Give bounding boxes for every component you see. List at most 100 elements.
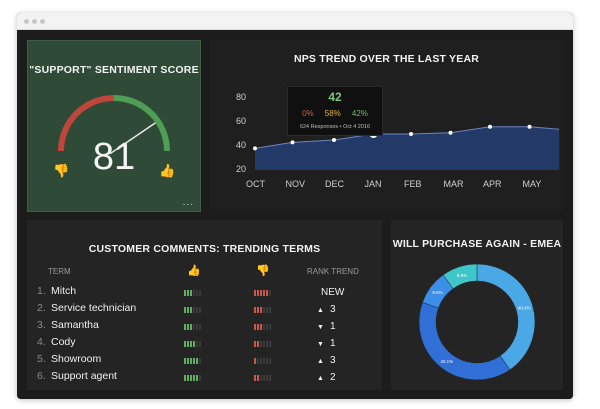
sentiment-bar-segment: [190, 290, 192, 296]
term-row[interactable]: 3. Samantha ▼ 1: [27, 319, 382, 336]
sentiment-bar-segment: [196, 375, 198, 381]
sentiment-panel[interactable]: "SUPPORT" SENTIMENT SCORE 81 👎 👍 ...: [27, 40, 201, 212]
sentiment-bar-segment: [184, 324, 186, 330]
term-row[interactable]: 6. Support agent ▲ 2: [27, 370, 382, 387]
arrow-up-icon: ▲: [317, 358, 324, 365]
gauge-red-arc: [58, 95, 115, 152]
sentiment-bar-segment: [190, 324, 192, 330]
sentiment-bar-segment: [266, 324, 268, 330]
comments-panel[interactable]: CUSTOMER COMMENTS: TRENDING TERMS TERM 👍…: [27, 220, 382, 390]
negative-sentiment-bars: [254, 324, 271, 330]
tooltip-breakdown: 0% 58% 42%: [288, 109, 382, 118]
rank-trend: ▼ 1: [317, 321, 336, 332]
sentiment-bar-segment: [269, 290, 271, 296]
window-dot-icon[interactable]: [32, 19, 37, 24]
sentiment-bar-segment: [260, 341, 262, 347]
positive-sentiment-bars: [184, 358, 201, 364]
sentiment-bar-segment: [193, 290, 195, 296]
term-row[interactable]: 5. Showroom ▲ 3: [27, 353, 382, 370]
sentiment-bar-segment: [190, 307, 192, 313]
sentiment-bar-segment: [254, 307, 256, 313]
sentiment-bar-segment: [257, 307, 259, 313]
sentiment-bar-segment: [257, 375, 259, 381]
sentiment-bar-segment: [269, 375, 271, 381]
sentiment-bar-segment: [187, 358, 189, 364]
nps-point[interactable]: [332, 138, 336, 142]
sentiment-bar-segment: [187, 324, 189, 330]
sentiment-bar-segment: [257, 290, 259, 296]
window-titlebar: [17, 13, 573, 30]
sentiment-bar-segment: [269, 358, 271, 364]
term-label: Support agent: [51, 370, 117, 382]
gauge-green-arc: [113, 95, 170, 152]
nps-point[interactable]: [448, 130, 453, 135]
sentiment-bar-segment: [199, 307, 201, 313]
term-row[interactable]: 1. Mitch NEW: [27, 285, 382, 302]
term-label: Showroom: [51, 353, 102, 365]
positive-sentiment-bars: [184, 324, 201, 330]
donut-slice[interactable]: [476, 263, 536, 371]
arrow-up-icon: ▲: [317, 375, 324, 382]
sentiment-bar-segment: [190, 358, 192, 364]
donut-slice[interactable]: [418, 302, 511, 381]
sentiment-bar-segment: [199, 290, 201, 296]
window-dot-icon[interactable]: [24, 19, 29, 24]
donut-slice-label: 9.6%: [432, 290, 442, 295]
donut-slice-label: 9.9%: [457, 273, 467, 278]
thumbs-up-icon: 👍: [159, 163, 176, 178]
thumbs-down-icon: 👎: [53, 163, 70, 178]
sentiment-bar-segment: [257, 358, 259, 364]
sentiment-bar-segment: [263, 307, 265, 313]
sentiment-bar-segment: [254, 290, 256, 296]
more-options-icon[interactable]: ...: [182, 197, 194, 208]
x-tick-label: OCT: [246, 179, 265, 189]
sentiment-score: 81: [92, 136, 136, 178]
negative-sentiment-bars: [254, 375, 271, 381]
nps-point[interactable]: [488, 124, 493, 129]
nps-point[interactable]: [253, 146, 257, 151]
sentiment-bar-segment: [263, 290, 265, 296]
arrow-up-icon: ▲: [317, 307, 324, 314]
tooltip-promoters: 42%: [351, 109, 368, 118]
term-column-header: TERM: [48, 267, 71, 276]
rank-trend: ▲ 3: [317, 304, 336, 315]
dashboard-canvas: "SUPPORT" SENTIMENT SCORE 81 👎 👍 ... NPS…: [17, 30, 573, 399]
sentiment-gauge: [58, 95, 170, 155]
nps-tooltip: 42 0% 58% 42% 624 Responses • Oct 4 2016: [287, 86, 383, 136]
term-row[interactable]: 4. Cody ▼ 1: [27, 336, 382, 353]
sentiment-bar-segment: [196, 358, 198, 364]
sentiment-bar-segment: [254, 375, 256, 381]
rank-trend-column-header: RANK TREND: [307, 267, 359, 276]
term-rank: 1.: [37, 285, 46, 297]
sentiment-bar-segment: [187, 341, 189, 347]
positive-sentiment-bars: [184, 290, 201, 296]
x-tick-label: JAN: [364, 179, 382, 189]
nps-point[interactable]: [290, 140, 295, 145]
sentiment-bar-segment: [269, 341, 271, 347]
negative-sentiment-bars: [254, 290, 271, 296]
positive-sentiment-bars: [184, 307, 201, 313]
window-dot-icon[interactable]: [40, 19, 45, 24]
nps-point[interactable]: [527, 124, 532, 129]
nps-point[interactable]: [409, 132, 414, 136]
purchase-panel[interactable]: WILL PURCHASE AGAIN - EMEA 40.4% 40.1% 9.6…: [391, 220, 563, 390]
sentiment-bar-segment: [193, 358, 195, 364]
tooltip-detractors: 0%: [302, 109, 314, 118]
term-row[interactable]: 2. Service technician ▲ 3: [27, 302, 382, 319]
sentiment-bar-segment: [257, 324, 259, 330]
sentiment-bar-segment: [187, 375, 189, 381]
term-label: Service technician: [51, 302, 137, 314]
donut-slice-label: 40.4%: [518, 305, 531, 310]
nps-title: NPS TREND OVER THE LAST YEAR: [293, 53, 480, 65]
sentiment-bar-segment: [193, 307, 195, 313]
nps-trend-panel[interactable]: NPS TREND OVER THE LAST YEAR 80 60 40 20 OC…: [210, 40, 563, 210]
gauge-needle: [109, 122, 156, 155]
arrow-down-icon: ▼: [317, 324, 324, 331]
donut-slice[interactable]: [442, 263, 478, 290]
positive-sentiment-bars: [184, 341, 201, 347]
sentiment-bar-segment: [269, 324, 271, 330]
sentiment-bar-segment: [263, 324, 265, 330]
rank-trend: ▼ 1: [317, 338, 336, 349]
sentiment-bar-segment: [254, 341, 256, 347]
nps-area: [255, 126, 560, 170]
